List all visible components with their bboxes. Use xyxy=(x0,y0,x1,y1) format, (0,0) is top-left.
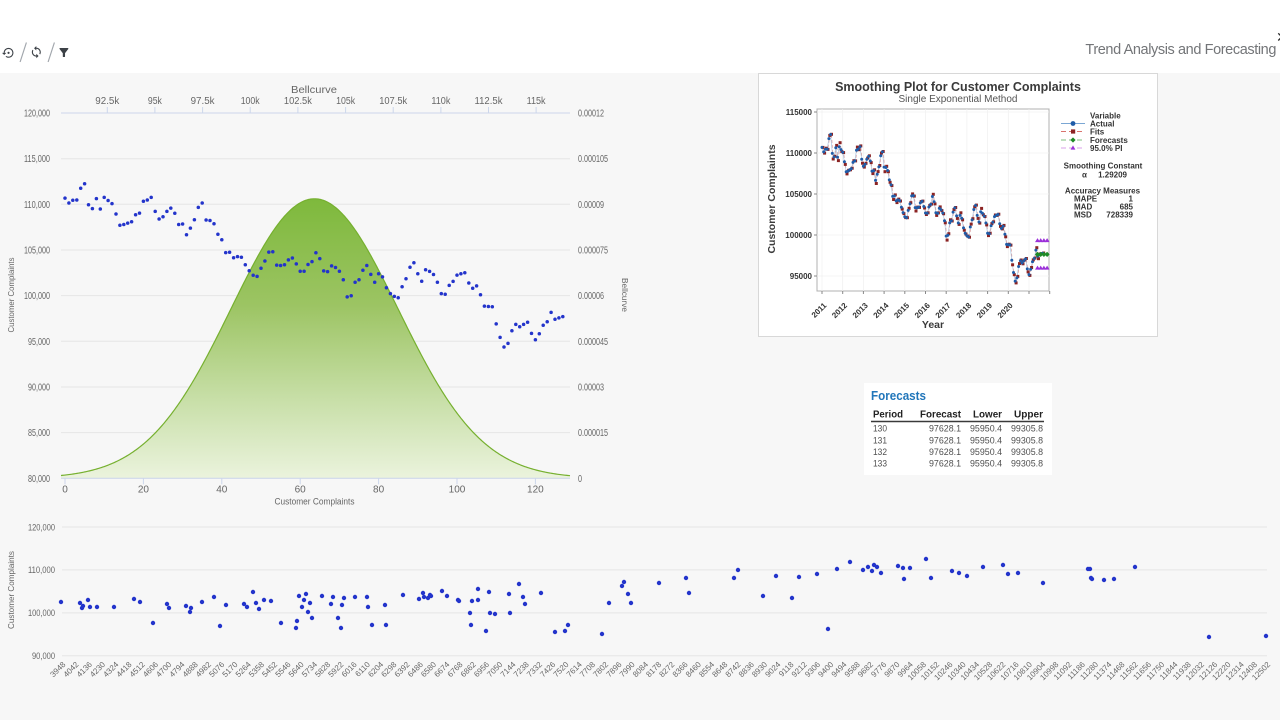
svg-text:85,000: 85,000 xyxy=(28,428,50,439)
svg-text:1.29209: 1.29209 xyxy=(1098,171,1127,180)
svg-text:MSD: MSD xyxy=(1074,211,1092,220)
svg-text:Smoothing Constant: Smoothing Constant xyxy=(1064,162,1143,171)
svg-text:110,000: 110,000 xyxy=(24,200,50,211)
svg-text:Period: Period xyxy=(873,409,903,421)
svg-text:105k: 105k xyxy=(336,96,356,107)
svg-text:115000: 115000 xyxy=(786,108,813,117)
svg-text:95k: 95k xyxy=(148,96,163,107)
svg-text:Customer Complaints: Customer Complaints xyxy=(6,258,16,333)
svg-text:115k: 115k xyxy=(527,96,547,107)
svg-text:100k: 100k xyxy=(241,96,261,107)
svg-text:133: 133 xyxy=(873,459,887,470)
svg-text:95.0% PI: 95.0% PI xyxy=(1090,144,1122,153)
svg-text:92.5k: 92.5k xyxy=(95,96,120,107)
svg-text:120: 120 xyxy=(527,484,544,495)
svg-text:99305.8: 99305.8 xyxy=(1011,435,1043,446)
svg-text:0.000105: 0.000105 xyxy=(578,154,608,165)
svg-text:Variable: Variable xyxy=(1090,112,1121,121)
svg-text:Customer Complaints: Customer Complaints xyxy=(275,496,355,506)
svg-text:0: 0 xyxy=(62,484,68,495)
svg-text:115,000: 115,000 xyxy=(24,154,50,165)
svg-text:100,000: 100,000 xyxy=(28,608,55,619)
svg-text:112.5k: 112.5k xyxy=(475,96,504,107)
svg-text:0.00012: 0.00012 xyxy=(578,109,604,120)
svg-text:1: 1 xyxy=(1129,195,1134,204)
svg-text:130: 130 xyxy=(873,424,887,435)
svg-text:Accuracy Measures: Accuracy Measures xyxy=(1065,187,1141,196)
svg-text:Year: Year xyxy=(922,319,944,331)
svg-text:0.00009: 0.00009 xyxy=(578,200,604,211)
svg-text:100000: 100000 xyxy=(785,231,812,240)
svg-text:110k: 110k xyxy=(431,96,451,107)
svg-text:97628.1: 97628.1 xyxy=(929,447,961,458)
svg-text:Single Exponential Method: Single Exponential Method xyxy=(899,94,1018,105)
svg-text:MAPE: MAPE xyxy=(1074,195,1098,204)
svg-text:MAD: MAD xyxy=(1074,203,1092,212)
svg-text:99305.8: 99305.8 xyxy=(1011,424,1043,435)
svg-text:95,000: 95,000 xyxy=(28,337,50,348)
svg-text:Customer Complaints: Customer Complaints xyxy=(766,144,778,253)
svg-text:102.5k: 102.5k xyxy=(284,96,313,107)
svg-text:685: 685 xyxy=(1120,203,1134,212)
svg-text:Forecasts: Forecasts xyxy=(1090,136,1128,145)
svg-text:97.5k: 97.5k xyxy=(191,96,216,107)
svg-text:0: 0 xyxy=(578,474,582,485)
svg-text:0.000045: 0.000045 xyxy=(578,337,608,348)
svg-text:40: 40 xyxy=(216,484,228,495)
svg-text:Customer Complaints: Customer Complaints xyxy=(6,551,16,629)
svg-text:Forecasts: Forecasts xyxy=(871,388,926,403)
svg-text:Lower: Lower xyxy=(973,409,1002,421)
svg-text:107.5k: 107.5k xyxy=(379,96,408,107)
svg-text:120,000: 120,000 xyxy=(24,109,50,120)
svg-text:97628.1: 97628.1 xyxy=(929,459,961,470)
svg-text:80,000: 80,000 xyxy=(28,474,50,485)
svg-text:α: α xyxy=(1082,171,1087,180)
svg-text:95950.4: 95950.4 xyxy=(970,447,1002,458)
svg-text:120,000: 120,000 xyxy=(28,522,55,533)
svg-text:110,000: 110,000 xyxy=(28,565,55,576)
svg-text:100,000: 100,000 xyxy=(24,291,50,302)
svg-text:105,000: 105,000 xyxy=(24,246,50,257)
svg-text:20: 20 xyxy=(138,484,150,495)
svg-text:99305.8: 99305.8 xyxy=(1011,459,1043,470)
svg-text:132: 132 xyxy=(873,447,887,458)
svg-text:Actual: Actual xyxy=(1090,120,1114,129)
svg-text:95950.4: 95950.4 xyxy=(970,435,1002,446)
svg-text:Smoothing Plot for Customer Co: Smoothing Plot for Customer Complaints xyxy=(835,80,1081,94)
svg-text:100: 100 xyxy=(449,484,466,495)
svg-text:Bellcurve: Bellcurve xyxy=(291,84,337,96)
svg-text:Forecast: Forecast xyxy=(920,409,961,421)
svg-text:105000: 105000 xyxy=(785,190,812,199)
svg-text:97628.1: 97628.1 xyxy=(929,435,961,446)
svg-text:110000: 110000 xyxy=(786,149,813,158)
svg-text:60: 60 xyxy=(295,484,307,495)
svg-text:131: 131 xyxy=(873,435,887,446)
svg-text:Bellcurve: Bellcurve xyxy=(620,278,630,312)
svg-text:0.00003: 0.00003 xyxy=(578,383,604,394)
svg-text:Upper: Upper xyxy=(1014,409,1043,421)
svg-text:0.000075: 0.000075 xyxy=(578,246,608,257)
svg-text:95950.4: 95950.4 xyxy=(970,424,1002,435)
svg-text:97628.1: 97628.1 xyxy=(929,424,961,435)
svg-text:0.000015: 0.000015 xyxy=(578,428,608,439)
svg-text:90,000: 90,000 xyxy=(28,383,50,394)
svg-text:0.00006: 0.00006 xyxy=(578,291,604,302)
svg-text:90,000: 90,000 xyxy=(32,651,55,662)
svg-text:95950.4: 95950.4 xyxy=(970,459,1002,470)
svg-text:728339: 728339 xyxy=(1106,211,1133,220)
svg-text:95000: 95000 xyxy=(790,272,813,281)
svg-text:99305.8: 99305.8 xyxy=(1011,447,1043,458)
svg-text:80: 80 xyxy=(373,484,385,495)
svg-text:Fits: Fits xyxy=(1090,128,1105,137)
